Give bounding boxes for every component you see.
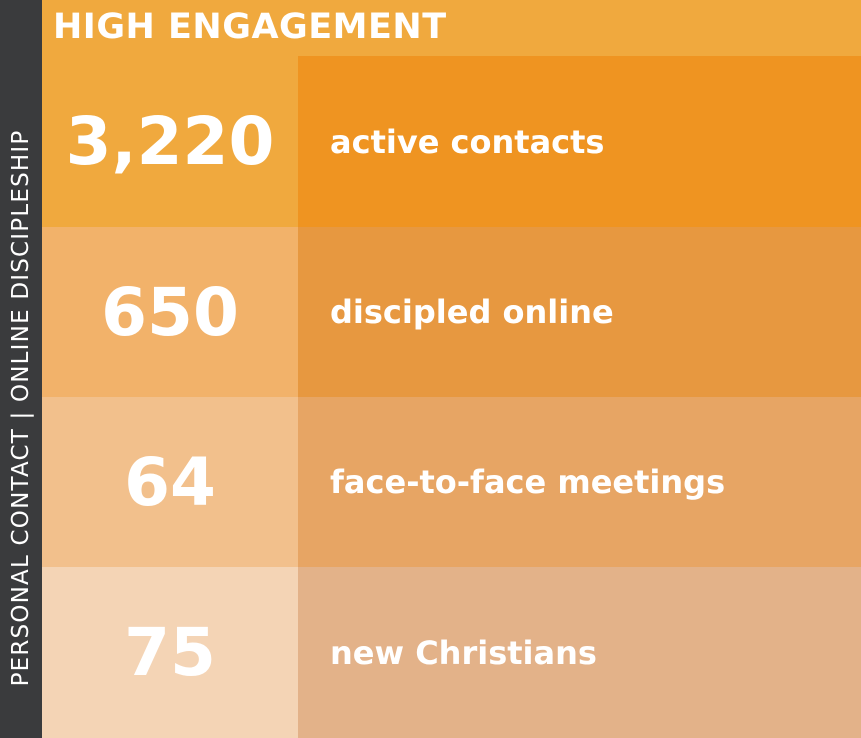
stat-row-active-contacts: 3,220 active contacts (42, 56, 861, 227)
stat-value: 650 (101, 273, 239, 351)
stat-value-cell: 3,220 (42, 56, 298, 227)
side-label: PERSONAL CONTACT | ONLINE DISCIPLESHIP (8, 129, 34, 687)
stat-row-discipled-online: 650 discipled online (42, 227, 861, 397)
stat-label-cell: discipled online (298, 227, 861, 397)
stat-value-cell: 64 (42, 397, 298, 567)
stat-value: 64 (124, 443, 216, 521)
stat-label: active contacts (330, 122, 605, 161)
stat-value-cell: 75 (42, 567, 298, 738)
stat-label-cell: new Christians (298, 567, 861, 738)
stat-label: new Christians (330, 633, 597, 672)
stat-row-face-to-face-meetings: 64 face-to-face meetings (42, 397, 861, 567)
stat-value: 3,220 (65, 103, 275, 180)
stat-label-cell: face-to-face meetings (298, 397, 861, 567)
stat-value: 75 (124, 614, 216, 691)
stat-label: face-to-face meetings (330, 463, 726, 501)
stat-row-new-christians: 75 new Christians (42, 567, 861, 738)
header-title: HIGH ENGAGEMENT (53, 7, 447, 47)
side-band: PERSONAL CONTACT | ONLINE DISCIPLESHIP (0, 0, 42, 738)
header-banner: HIGH ENGAGEMENT (42, 0, 861, 56)
stat-label-cell: active contacts (298, 56, 861, 227)
stat-label: discipled online (330, 293, 614, 331)
stat-value-cell: 650 (42, 227, 298, 397)
